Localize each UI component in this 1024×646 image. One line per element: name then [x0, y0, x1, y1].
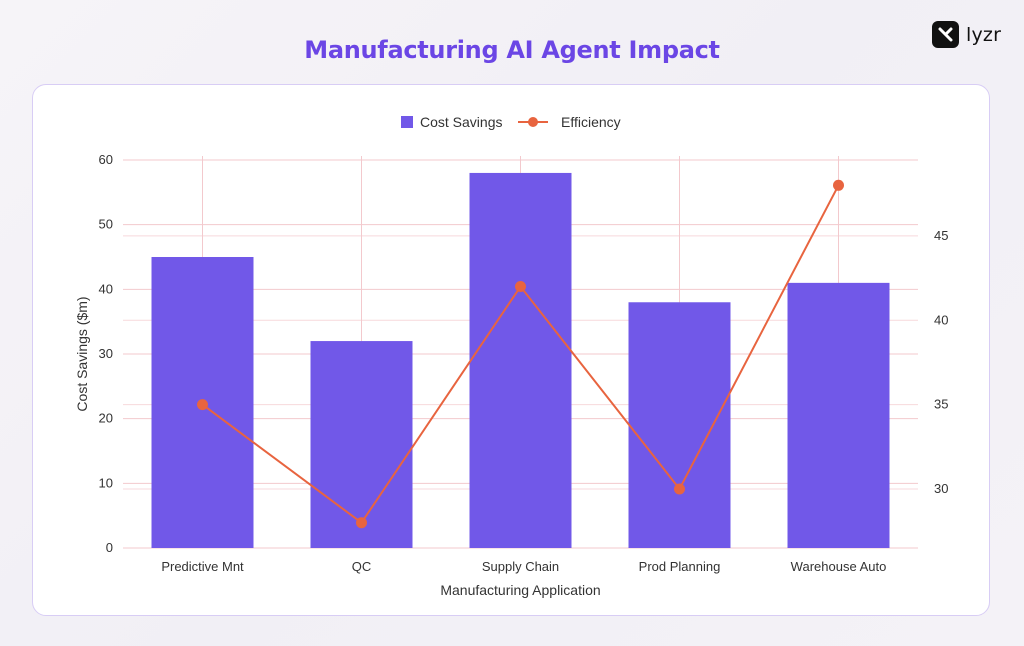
- legend-label-efficiency: Efficiency: [561, 114, 621, 130]
- y-tick-label: 30: [99, 346, 113, 361]
- y-tick-label: 40: [99, 281, 113, 296]
- legend-marker-efficiency: [528, 117, 538, 127]
- bar: [469, 172, 572, 548]
- efficiency-point: [197, 399, 208, 411]
- bar: [787, 282, 890, 548]
- y-tick-label: 20: [99, 411, 113, 426]
- y2-tick-label: 30: [934, 481, 948, 496]
- y2-tick-label: 35: [934, 397, 948, 412]
- efficiency-point: [356, 517, 367, 529]
- x-tick-label: Predictive Mnt: [161, 559, 244, 574]
- legend-swatch-cost-savings: [401, 116, 413, 128]
- efficiency-point: [515, 281, 526, 293]
- bar: [310, 341, 413, 548]
- bar: [628, 302, 731, 548]
- y2-tick-label: 45: [934, 228, 948, 243]
- y-tick-label: 10: [99, 475, 113, 490]
- lyzr-logo-icon: [932, 21, 959, 48]
- y-tick-label: 50: [99, 217, 113, 232]
- x-tick-label: QC: [352, 559, 372, 574]
- chart: 0 10 20 30 40 50 60 30 35 40 45 Predictive Mnt QC Sup…: [74, 114, 948, 598]
- x-tick-label: Prod Planning: [639, 559, 721, 574]
- y2-tick-label: 40: [934, 312, 948, 327]
- page-title: Manufacturing AI Agent Impact: [304, 36, 720, 64]
- brand-name: lyzr: [966, 23, 1002, 46]
- brand-logo: lyzr: [932, 21, 1001, 48]
- efficiency-point: [674, 483, 685, 495]
- x-axis-title: Manufacturing Application: [440, 582, 600, 598]
- efficiency-point: [833, 179, 844, 191]
- y-tick-label: 0: [106, 540, 113, 555]
- legend-label-cost-savings: Cost Savings: [420, 114, 502, 130]
- chart-card: 0 10 20 30 40 50 60 30 35 40 45 Predictive Mnt QC Sup…: [32, 84, 990, 616]
- x-tick-label: Supply Chain: [482, 559, 559, 574]
- y-tick-label: 60: [99, 152, 113, 167]
- x-tick-label: Warehouse Auto: [791, 559, 887, 574]
- y-axis-title: Cost Savings ($m): [74, 296, 90, 411]
